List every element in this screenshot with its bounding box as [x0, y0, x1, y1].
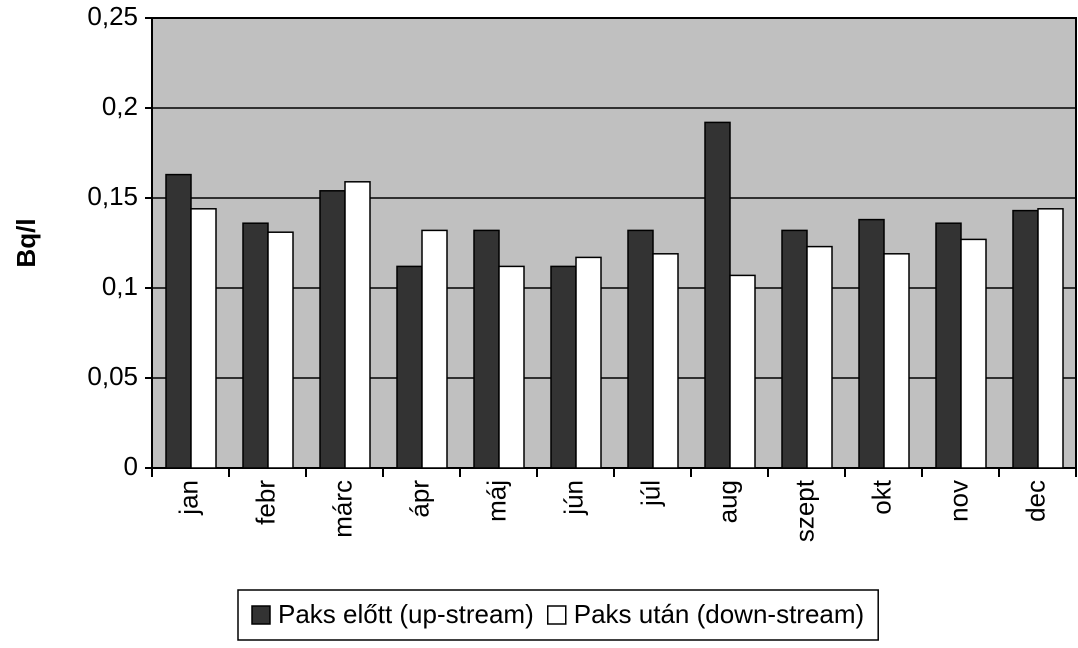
y-tick-label: 0,05	[87, 361, 138, 391]
bar	[627, 229, 654, 469]
bar	[935, 222, 962, 469]
bar	[550, 265, 577, 469]
y-tick-label: 0,15	[87, 181, 138, 211]
bar	[267, 231, 294, 469]
bar	[421, 229, 448, 469]
x-tick-label: nov	[943, 480, 973, 522]
bar	[319, 190, 346, 469]
x-tick-label: febr	[250, 480, 280, 525]
x-tick-label: márc	[327, 480, 357, 538]
bar	[498, 265, 525, 469]
bar	[190, 208, 217, 469]
x-tick-label: okt	[866, 479, 896, 514]
x-tick-label: dec	[1020, 480, 1050, 522]
x-tick-label: máj	[481, 480, 511, 522]
bar	[858, 218, 885, 469]
bar	[960, 238, 987, 469]
x-tick-label: jún	[558, 480, 588, 516]
bar	[473, 229, 500, 469]
bar	[344, 181, 371, 469]
bar	[883, 253, 910, 469]
bar	[396, 265, 423, 469]
legend-label: Paks előtt (up-stream)	[278, 599, 534, 629]
legend-swatch	[547, 605, 567, 625]
x-tick-label: jan	[173, 480, 203, 516]
bar	[1037, 208, 1064, 469]
x-tick-label: júl	[635, 480, 665, 507]
y-tick-label: 0	[124, 451, 138, 481]
bar	[165, 173, 192, 469]
y-tick-label: 0,1	[102, 271, 138, 301]
y-axis-label: Bq/l	[11, 218, 41, 267]
bar	[704, 121, 731, 469]
y-tick-label: 0,25	[87, 1, 138, 31]
legend-swatch	[251, 605, 271, 625]
legend: Paks előtt (up-stream) Paks után (down-st…	[237, 589, 879, 641]
x-tick-label: aug	[712, 480, 742, 523]
bar	[575, 256, 602, 469]
bar	[1012, 209, 1039, 469]
legend-label: Paks után (down-stream)	[574, 599, 864, 629]
bar	[242, 222, 269, 469]
x-tick-label: ápr	[404, 480, 434, 518]
bar	[652, 253, 679, 469]
bar	[781, 229, 808, 469]
y-tick-label: 0,2	[102, 91, 138, 121]
plot-area	[151, 17, 1077, 469]
bar	[729, 274, 756, 469]
bar	[806, 245, 833, 469]
x-tick-label: szept	[789, 479, 819, 542]
